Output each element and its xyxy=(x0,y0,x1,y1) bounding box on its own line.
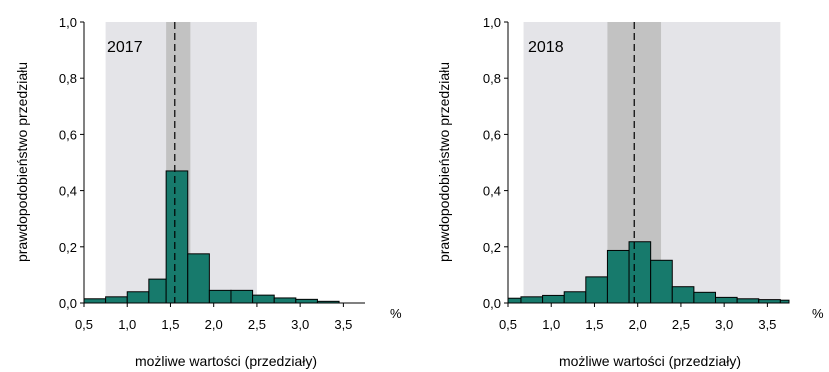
y-tick-label: 0,6 xyxy=(59,127,77,142)
y-tick-label: 1,0 xyxy=(59,15,77,30)
x-axis-title: możliwe wartości (przedziały) xyxy=(559,353,741,369)
histogram-bar xyxy=(273,297,297,304)
chart-title: 2018 xyxy=(528,39,564,56)
histogram-bar xyxy=(758,299,781,304)
y-tick-label: 0,4 xyxy=(59,184,77,199)
y-tick-label: 0,0 xyxy=(483,296,501,311)
x-tick-label: 2,5 xyxy=(672,317,690,332)
y-tick-labels: 0,0 0,2 0,4 0,6 0,8 1,0 xyxy=(483,15,501,311)
x-tick-label: 1,5 xyxy=(585,317,603,332)
histogram-bar xyxy=(606,249,630,304)
histogram-bar xyxy=(736,298,760,304)
y-tick-label: 0,0 xyxy=(59,296,77,311)
x-tick-label: 2,0 xyxy=(205,317,223,332)
histogram-bar xyxy=(715,296,738,304)
chart-panel-2018: 0,0 0,2 0,4 0,6 0,8 1,0 0,5 1,0 1,5 2,0 2,5 3,0 3,5… xyxy=(436,15,824,369)
chart-panel-2017: 0,0 0,2 0,4 0,6 0,8 1,0 0,5 1,0 1,5 2,0 2,5 3,0 3,5… xyxy=(14,15,402,369)
axes xyxy=(80,21,365,307)
histogram-bar xyxy=(507,297,522,304)
x-tick-label: 1,0 xyxy=(542,317,560,332)
x-axis-unit: % xyxy=(390,306,402,321)
x-tick-label: 1,0 xyxy=(118,317,136,332)
y-tick-label: 0,2 xyxy=(483,240,501,255)
x-tick-label: 1,5 xyxy=(161,317,179,332)
axes xyxy=(504,21,789,307)
histogram-bar xyxy=(295,298,318,304)
histogram-bar xyxy=(187,253,210,304)
y-tick-label: 0,2 xyxy=(59,240,77,255)
histogram-bar xyxy=(650,259,673,304)
y-tick-label: 0,4 xyxy=(483,184,501,199)
x-tick-label: 0,5 xyxy=(75,317,93,332)
histogram-bar xyxy=(585,276,608,304)
y-tick-labels: 0,0 0,2 0,4 0,6 0,8 1,0 xyxy=(59,15,77,311)
y-tick-label: 0,8 xyxy=(483,71,501,86)
histogram-bar xyxy=(126,291,150,304)
chart-title: 2017 xyxy=(107,39,143,56)
y-tick-label: 0,8 xyxy=(59,71,77,86)
x-axis-unit: % xyxy=(812,306,824,321)
x-tick-label: 2,5 xyxy=(248,317,266,332)
histogram-bar xyxy=(148,278,167,304)
histogram-bar xyxy=(671,286,695,304)
x-tick-label: 3,0 xyxy=(291,317,309,332)
histogram-bar xyxy=(252,294,275,304)
x-tick-labels: 0,5 1,0 1,5 2,0 2,5 3,0 3,5 xyxy=(75,317,352,332)
histogram-bar xyxy=(105,296,128,304)
y-axis-title: prawdopodobieństwo przedziału xyxy=(436,62,452,262)
x-axis-title: możliwe wartości (przedziały) xyxy=(135,353,317,369)
histogram-bar xyxy=(230,289,254,304)
histogram-bar xyxy=(542,294,565,304)
x-tick-label: 2,0 xyxy=(629,317,647,332)
x-tick-label: 3,0 xyxy=(715,317,733,332)
x-tick-label: 3,5 xyxy=(758,317,776,332)
y-axis-title: prawdopodobieństwo przedziału xyxy=(14,62,30,262)
histogram-bar xyxy=(165,170,189,304)
histogram-bar xyxy=(83,298,107,304)
histogram-bar xyxy=(563,291,587,304)
y-tick-label: 1,0 xyxy=(483,15,501,30)
histogram-bar xyxy=(208,289,232,304)
histogram-bar xyxy=(520,296,544,304)
x-tick-label: 0,5 xyxy=(499,317,517,332)
x-tick-labels: 0,5 1,0 1,5 2,0 2,5 3,0 3,5 xyxy=(499,317,776,332)
y-tick-label: 0,6 xyxy=(483,127,501,142)
x-tick-label: 3,5 xyxy=(334,317,352,332)
histogram-bar xyxy=(628,241,652,304)
histogram-bar xyxy=(693,291,717,304)
